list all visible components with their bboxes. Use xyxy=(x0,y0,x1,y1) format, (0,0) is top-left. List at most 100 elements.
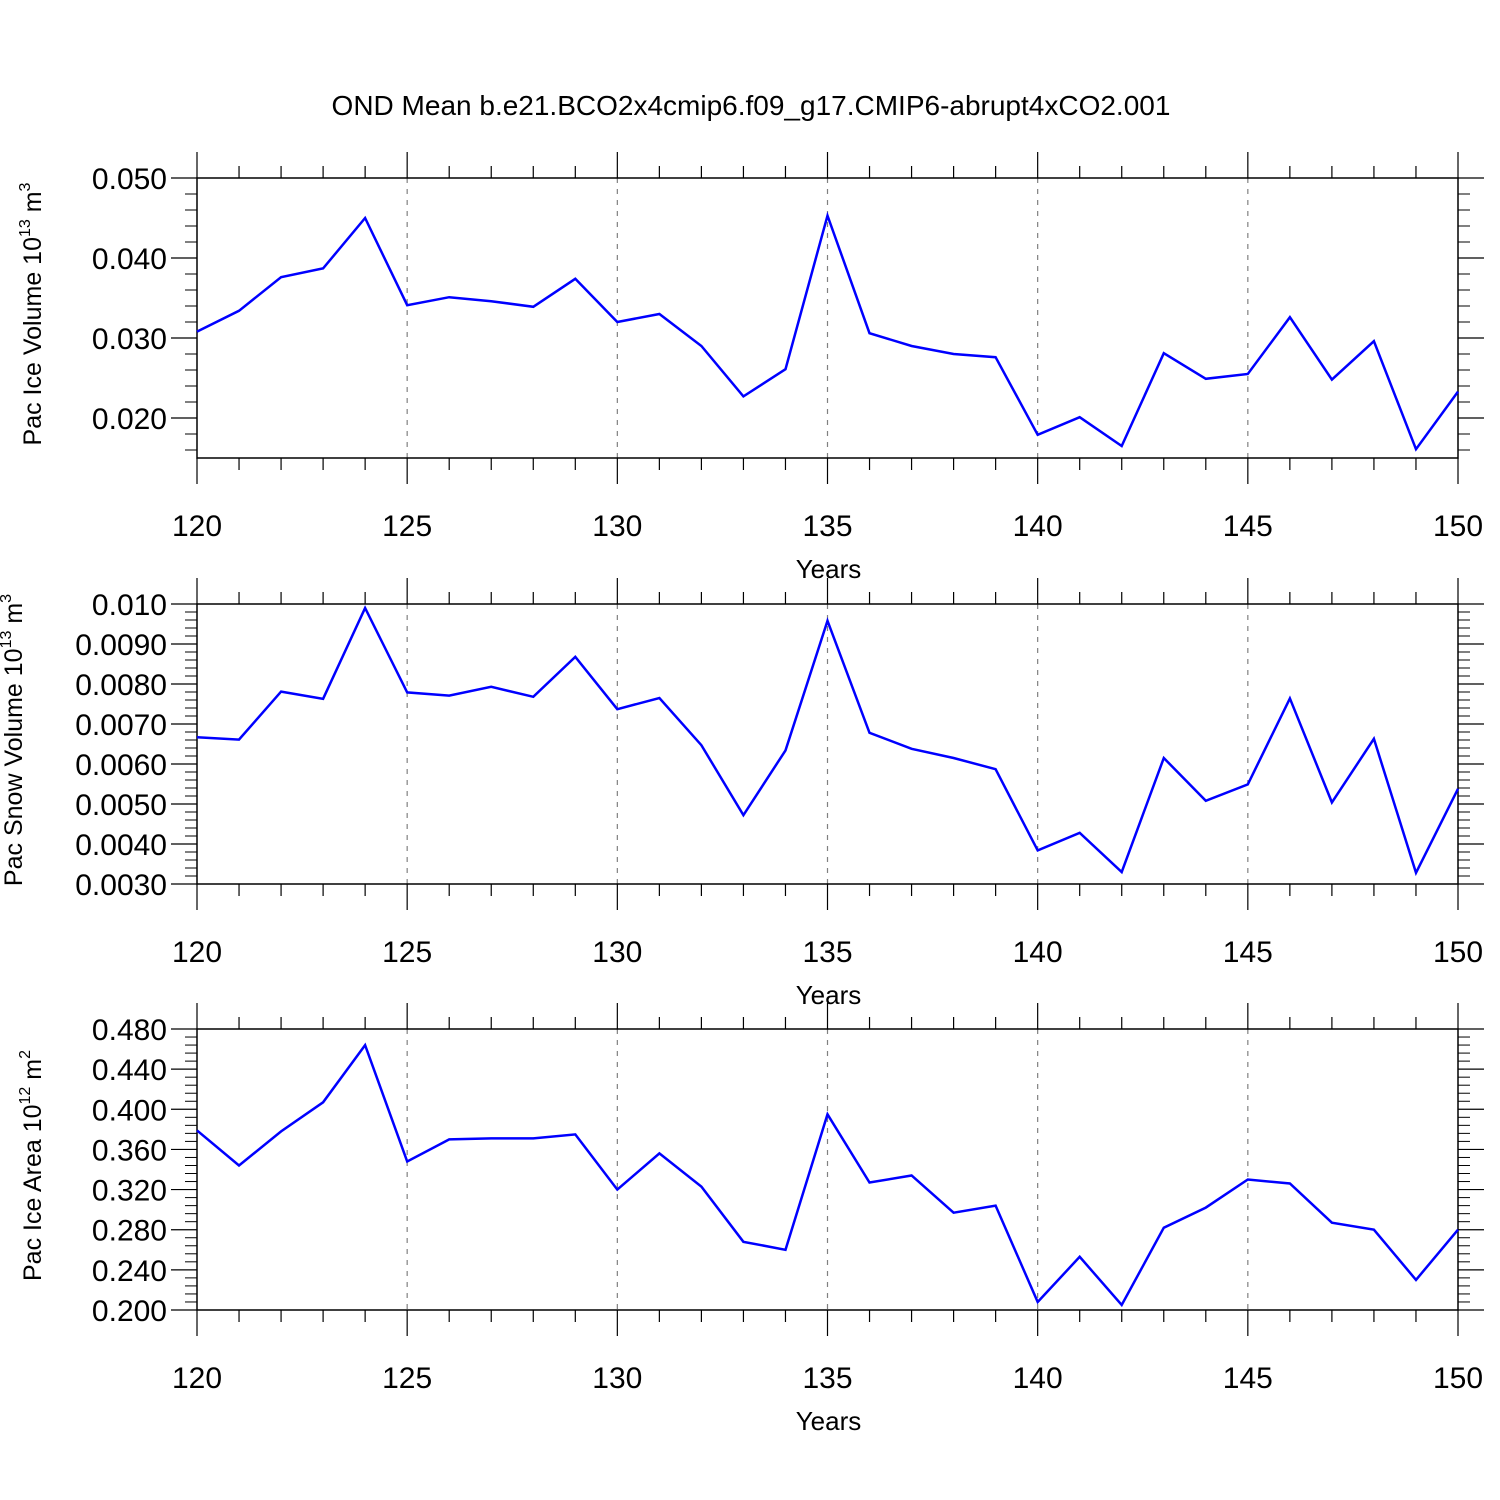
data-point xyxy=(1246,1178,1250,1182)
data-point xyxy=(195,735,199,739)
data-point xyxy=(405,1159,409,1163)
x-tick-label: 135 xyxy=(802,1362,852,1395)
data-point xyxy=(952,352,956,356)
y-tick-label: 0.240 xyxy=(92,1255,167,1288)
data-point xyxy=(1372,339,1376,343)
data-point xyxy=(826,214,830,218)
data-point xyxy=(699,344,703,348)
data-point xyxy=(615,707,619,711)
data-point xyxy=(573,655,577,659)
data-point xyxy=(279,690,283,694)
data-point xyxy=(657,696,661,700)
y-axis-label: Pac Ice Area 1012 m2 xyxy=(17,1050,47,1281)
data-point xyxy=(1456,787,1460,791)
x-tick-label: 130 xyxy=(592,936,642,969)
data-point xyxy=(868,1181,872,1185)
data-point xyxy=(910,344,914,348)
data-point xyxy=(994,767,998,771)
x-tick-label: 150 xyxy=(1433,1362,1483,1395)
data-point xyxy=(1246,372,1250,376)
x-tick-label: 125 xyxy=(382,936,432,969)
y-axis-label-exponent: 12 xyxy=(17,1087,34,1105)
data-point xyxy=(1372,737,1376,741)
y-axis-label-text: Pac Ice Area 10 xyxy=(19,1104,47,1281)
data-point xyxy=(447,295,451,299)
data-point xyxy=(1456,390,1460,394)
data-point xyxy=(1414,871,1418,875)
y-axis-label-unit-exponent: 3 xyxy=(0,594,15,603)
data-point xyxy=(1414,1278,1418,1282)
x-tick-label: 140 xyxy=(1013,936,1063,969)
data-point xyxy=(1288,696,1292,700)
data-point xyxy=(195,330,199,334)
data-point xyxy=(1078,415,1082,419)
data-point xyxy=(321,1100,325,1104)
plot-frame xyxy=(196,1028,1459,1311)
data-point xyxy=(531,695,535,699)
data-point xyxy=(237,1163,241,1167)
y-axis-label-text: Pac Snow Volume 10 xyxy=(0,648,28,886)
data-point xyxy=(489,299,493,303)
data-point xyxy=(1204,799,1208,803)
x-axis-label: Years xyxy=(796,980,862,1010)
y-axis-label-unit: m xyxy=(19,191,47,219)
data-point xyxy=(531,1136,535,1140)
data-point xyxy=(741,394,745,398)
data-point xyxy=(447,1137,451,1141)
y-axis-label: Pac Ice Volume 1013 m3 xyxy=(17,182,47,445)
data-point xyxy=(363,216,367,220)
y-tick-label: 0.0090 xyxy=(75,629,167,662)
data-point xyxy=(573,277,577,281)
y-tick-label: 0.010 xyxy=(92,589,167,622)
y-tick-label: 0.0030 xyxy=(75,869,167,902)
data-point xyxy=(1120,1303,1124,1307)
data-point xyxy=(910,1174,914,1178)
y-axis-label-exponent: 13 xyxy=(0,631,15,649)
data-point xyxy=(279,1129,283,1133)
y-axis-label-exponent: 13 xyxy=(17,219,34,237)
y-tick-label: 0.400 xyxy=(92,1094,167,1127)
data-point xyxy=(363,1043,367,1047)
y-tick-label: 0.320 xyxy=(92,1175,167,1208)
data-point xyxy=(952,756,956,760)
y-axis-label: Pac Snow Volume 1013 m3 xyxy=(0,594,28,886)
panel-3: 0.200 0.240 0.280 0.320 0.360 0.400 0.440 0.480… xyxy=(17,1003,1484,1436)
data-point xyxy=(405,690,409,694)
data-point xyxy=(1330,1221,1334,1225)
data-point xyxy=(237,309,241,313)
data-point xyxy=(1078,1255,1082,1259)
x-tick-label: 135 xyxy=(802,936,852,969)
data-point xyxy=(447,694,451,698)
data-point xyxy=(615,1188,619,1192)
data-point xyxy=(1036,848,1040,852)
data-point xyxy=(699,1185,703,1189)
panel-1: 0.020 0.030 0.040 0.050 120 125 130 135 140 145 15… xyxy=(17,152,1484,584)
data-point xyxy=(489,685,493,689)
data-point xyxy=(195,1128,199,1132)
data-point xyxy=(1120,870,1124,874)
data-point xyxy=(826,619,830,623)
data-point xyxy=(1414,447,1418,451)
series-line xyxy=(196,211,1460,452)
x-tick-label: 145 xyxy=(1223,936,1273,969)
data-point xyxy=(279,275,283,279)
data-point xyxy=(699,743,703,747)
x-tick-label: 120 xyxy=(172,936,222,969)
y-tick-label: 0.0060 xyxy=(75,749,167,782)
data-point xyxy=(1036,433,1040,437)
data-point xyxy=(1456,1228,1460,1232)
y-tick-label: 0.020 xyxy=(92,403,167,436)
data-point xyxy=(531,305,535,309)
chart-title: OND Mean b.e21.BCO2x4cmip6.f09_g17.CMIP6… xyxy=(332,90,1171,121)
x-tick-label: 125 xyxy=(382,510,432,543)
data-point xyxy=(405,303,409,307)
x-tick-label: 120 xyxy=(172,510,222,543)
data-point xyxy=(573,1132,577,1136)
series-line xyxy=(196,1042,1459,1308)
x-tick-label: 125 xyxy=(382,1362,432,1395)
x-tick-label: 150 xyxy=(1433,510,1483,543)
x-tick-label: 120 xyxy=(172,1362,222,1395)
x-tick-label: 130 xyxy=(592,1362,642,1395)
data-point xyxy=(868,731,872,735)
data-point xyxy=(615,320,619,324)
